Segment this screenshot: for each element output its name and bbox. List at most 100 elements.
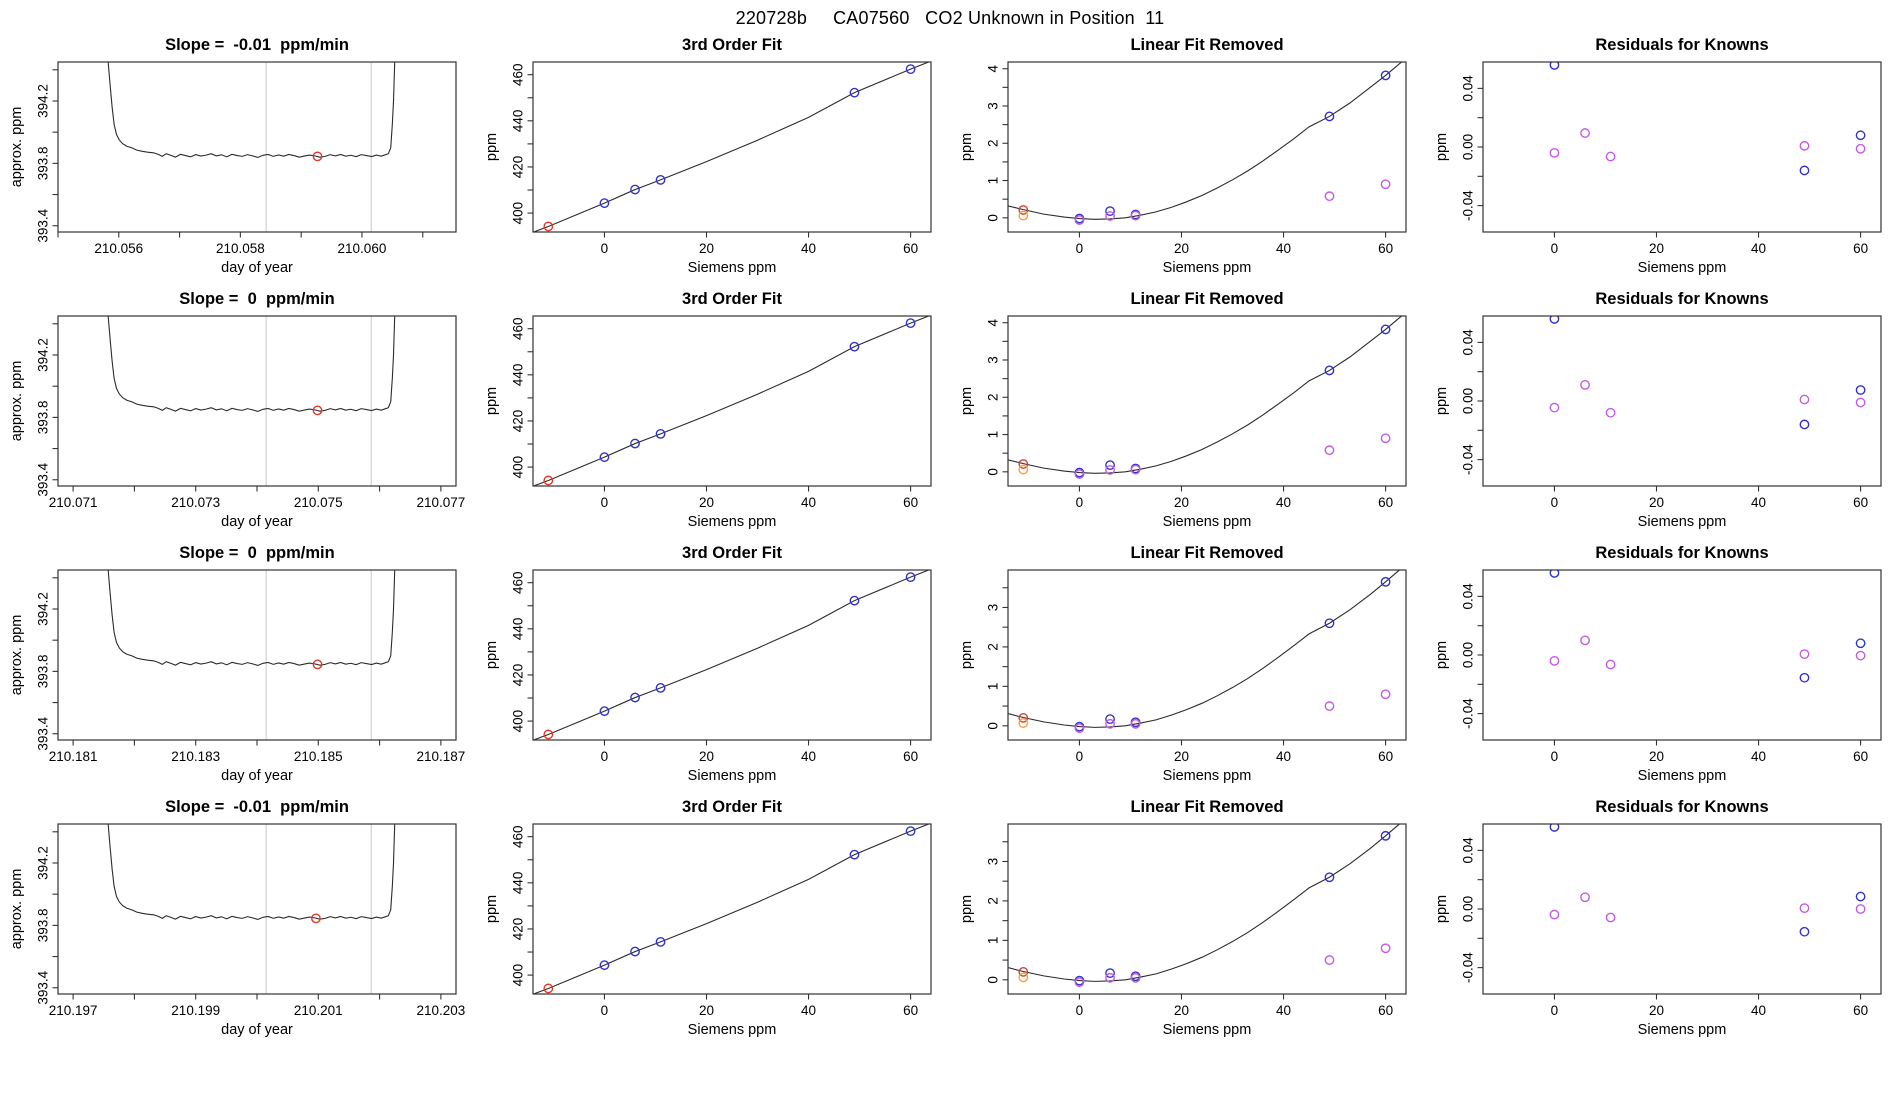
panel-title: Linear Fit Removed — [1130, 798, 1284, 816]
svg-text:210.199: 210.199 — [171, 1003, 220, 1018]
linear-fit-removed-chart: 0 20 40 60 0 1 2 3 4 Siemens ppm ppm — [959, 61, 1407, 276]
residuals-chart: 0 20 40 60 -0.04 0.00 0.04 Siemens ppm ppm — [1434, 315, 1882, 530]
y-axis-label: approx. ppm — [9, 361, 25, 442]
svg-text:420: 420 — [511, 664, 526, 687]
svg-text:-0.04: -0.04 — [1461, 952, 1476, 983]
svg-text:40: 40 — [1751, 241, 1766, 256]
svg-text:440: 440 — [511, 618, 526, 641]
panel-row1-signal: Slope = -0.01 ppm/min 210.056 210.058 210.0… — [0, 34, 475, 288]
panel-title: Slope = -0.01 ppm/min — [165, 798, 349, 816]
plot-row-1: Slope = -0.01 ppm/min 210.056 210.058 210.0… — [0, 34, 1900, 288]
svg-text:440: 440 — [511, 110, 526, 133]
third-order-fit-chart: 0 20 40 60 400 420 440 460 Siemens ppm ppm — [484, 61, 932, 276]
svg-text:0.00: 0.00 — [1461, 642, 1476, 668]
third-order-fit-chart: 0 20 40 60 400 420 440 460 Siemens ppm ppm — [484, 315, 932, 530]
svg-text:393.4: 393.4 — [36, 462, 51, 496]
plot-row-2: Slope = 0 ppm/min 210.071 210.073 210.075 21… — [0, 288, 1900, 542]
svg-text:210.075: 210.075 — [294, 495, 343, 510]
y-axis-label: ppm — [1434, 641, 1450, 669]
panel-title: 3rd Order Fit — [682, 544, 782, 562]
y-axis-label: approx. ppm — [9, 869, 25, 950]
x-axis-label: Siemens ppm — [1163, 768, 1252, 784]
svg-text:400: 400 — [511, 456, 526, 479]
svg-text:1: 1 — [986, 937, 1001, 945]
svg-text:210.073: 210.073 — [171, 495, 220, 510]
svg-text:20: 20 — [699, 1003, 714, 1018]
svg-text:20: 20 — [1649, 495, 1664, 510]
svg-text:40: 40 — [801, 1003, 816, 1018]
panel-title: Residuals for Knowns — [1595, 544, 1769, 562]
svg-text:460: 460 — [511, 571, 526, 594]
svg-text:60: 60 — [903, 749, 918, 764]
svg-text:2: 2 — [986, 643, 1001, 651]
x-axis-label: Siemens ppm — [1163, 1022, 1252, 1038]
svg-text:60: 60 — [1378, 241, 1393, 256]
svg-text:60: 60 — [903, 241, 918, 256]
svg-text:393.8: 393.8 — [36, 654, 51, 688]
svg-text:0: 0 — [1076, 1003, 1084, 1018]
plot-row-4: Slope = -0.01 ppm/min 210.197 210.199 210.2… — [0, 796, 1900, 1050]
linear-fit-removed-chart: 0 20 40 60 0 1 2 3 Siemens ppm ppm — [959, 823, 1407, 1038]
svg-text:393.8: 393.8 — [36, 400, 51, 434]
panel-row4-residuals: Residuals for Knowns 0 20 40 60 -0.04 0.00 0.04… — [1425, 796, 1900, 1050]
panel-row4-linear-fit-removed: Linear Fit Removed 0 20 40 60 0 1 2 3 Siemens ppm… — [950, 796, 1425, 1050]
residuals-chart: 0 20 40 60 -0.04 0.00 0.04 Siemens ppm ppm — [1434, 61, 1882, 276]
svg-text:210.181: 210.181 — [49, 749, 98, 764]
svg-text:210.185: 210.185 — [294, 749, 343, 764]
svg-text:0: 0 — [986, 214, 1001, 222]
x-axis-label: day of year — [221, 768, 293, 784]
x-axis-label: day of year — [221, 1022, 293, 1038]
svg-text:0: 0 — [601, 1003, 609, 1018]
svg-text:0: 0 — [1551, 1003, 1559, 1018]
svg-text:0: 0 — [1551, 241, 1559, 256]
svg-text:20: 20 — [699, 241, 714, 256]
svg-text:0.04: 0.04 — [1461, 583, 1476, 610]
plot-grid: Slope = -0.01 ppm/min 210.056 210.058 210.0… — [0, 34, 1900, 1050]
svg-text:440: 440 — [511, 364, 526, 387]
x-axis-label: Siemens ppm — [1163, 514, 1252, 530]
svg-text:0: 0 — [601, 241, 609, 256]
x-axis-label: Siemens ppm — [1638, 1022, 1727, 1038]
svg-text:0: 0 — [601, 749, 609, 764]
svg-text:40: 40 — [1751, 1003, 1766, 1018]
svg-text:2: 2 — [986, 140, 1001, 148]
x-axis-label: Siemens ppm — [1638, 260, 1727, 276]
svg-text:210.201: 210.201 — [294, 1003, 343, 1018]
svg-text:460: 460 — [511, 825, 526, 848]
svg-text:0.04: 0.04 — [1461, 329, 1476, 356]
svg-text:40: 40 — [801, 241, 816, 256]
panel-row2-linear-fit-removed: Linear Fit Removed 0 20 40 60 0 1 2 3 4 Siemens pp… — [950, 288, 1425, 542]
panel-row1-linear-fit-removed: Linear Fit Removed 0 20 40 60 0 1 2 3 4 Siemens pp… — [950, 34, 1425, 288]
y-axis-label: ppm — [959, 895, 975, 923]
svg-text:0.00: 0.00 — [1461, 896, 1476, 922]
svg-text:0.00: 0.00 — [1461, 388, 1476, 414]
svg-text:60: 60 — [1853, 1003, 1868, 1018]
x-axis-label: day of year — [221, 260, 293, 276]
signal-chart: 210.197 210.199 210.201 210.203 393.4 393.8 39… — [9, 823, 465, 1038]
svg-text:420: 420 — [511, 918, 526, 941]
svg-text:420: 420 — [511, 156, 526, 179]
svg-text:400: 400 — [511, 964, 526, 987]
svg-text:0: 0 — [986, 722, 1001, 730]
svg-text:1: 1 — [986, 431, 1001, 439]
panel-title: Residuals for Knowns — [1595, 290, 1769, 308]
linear-fit-removed-chart: 0 20 40 60 0 1 2 3 4 Siemens ppm ppm — [959, 315, 1407, 530]
svg-text:0.00: 0.00 — [1461, 134, 1476, 160]
svg-text:1: 1 — [986, 177, 1001, 185]
y-axis-label: ppm — [484, 641, 500, 669]
y-axis-label: ppm — [959, 133, 975, 161]
svg-text:210.056: 210.056 — [94, 241, 143, 256]
panel-row3-residuals: Residuals for Knowns 0 20 40 60 -0.04 0.00 0.04… — [1425, 542, 1900, 796]
third-order-fit-chart: 0 20 40 60 400 420 440 460 Siemens ppm ppm — [484, 823, 932, 1038]
x-axis-label: Siemens ppm — [688, 1022, 777, 1038]
svg-text:20: 20 — [1174, 749, 1189, 764]
svg-text:394.2: 394.2 — [36, 592, 51, 626]
y-axis-label: ppm — [959, 387, 975, 415]
svg-text:60: 60 — [1378, 495, 1393, 510]
svg-text:40: 40 — [801, 495, 816, 510]
svg-text:3: 3 — [986, 102, 1001, 110]
panel-title: Residuals for Knowns — [1595, 36, 1769, 54]
svg-text:210.187: 210.187 — [416, 749, 465, 764]
y-axis-label: ppm — [1434, 133, 1450, 161]
